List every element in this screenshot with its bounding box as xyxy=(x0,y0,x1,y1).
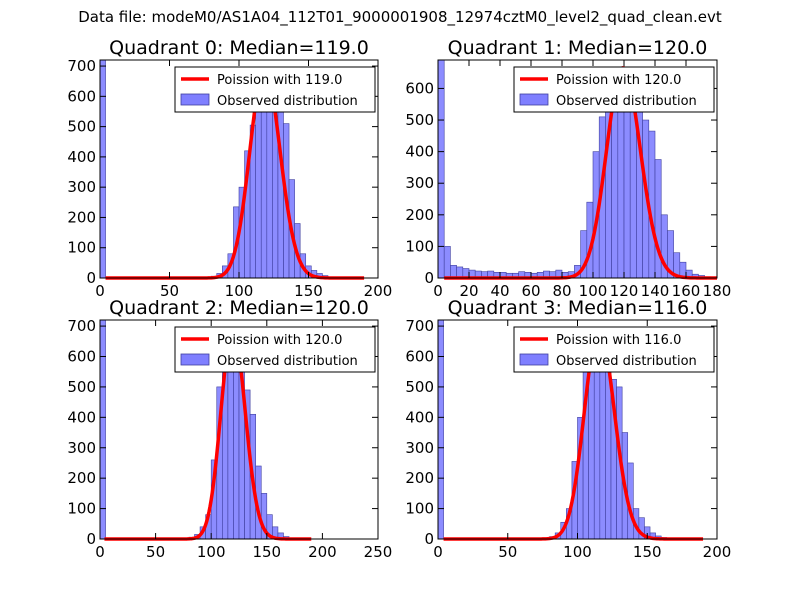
panel-title: Quadrant 3: Median=116.0 xyxy=(448,297,708,319)
legend-hist-swatch xyxy=(180,93,210,106)
legend-hist-swatch xyxy=(180,353,210,366)
x-tick-label: 0 xyxy=(95,282,105,300)
x-tick-label: 50 xyxy=(146,543,165,561)
y-tick-label: 0 xyxy=(424,269,434,287)
histogram-bar xyxy=(99,319,106,540)
y-tick-label: 500 xyxy=(405,111,434,129)
histogram-bar xyxy=(654,159,662,279)
y-tick-label: 0 xyxy=(86,269,96,287)
x-tick-label: 100 xyxy=(579,282,608,300)
y-tick-label: 200 xyxy=(405,206,434,224)
y-tick-label: 300 xyxy=(67,439,96,457)
x-tick-label: 0 xyxy=(433,282,443,300)
axes-frame xyxy=(437,59,718,279)
x-tick-label: 50 xyxy=(498,543,517,561)
y-tick-label: 100 xyxy=(405,237,434,255)
y-tick-label: 400 xyxy=(67,408,96,426)
x-tick-label: 250 xyxy=(364,543,393,561)
x-tick-label: 150 xyxy=(633,543,662,561)
legend-hist-swatch xyxy=(519,353,549,366)
y-tick-label: 100 xyxy=(67,239,96,257)
legend-fit-label: Poission with 116.0 xyxy=(556,333,681,348)
y-tick-label: 500 xyxy=(67,118,96,136)
histogram-bar xyxy=(99,59,106,279)
histogram-bar xyxy=(593,344,601,540)
legend: Poission with 119.0 Observed distribution xyxy=(174,66,376,113)
figure-title: Data file: modeM0/AS1A04_112T01_90000019… xyxy=(78,8,722,26)
histogram-bar xyxy=(450,265,457,279)
y-tick-label: 400 xyxy=(405,408,434,426)
legend: Poission with 120.0 Observed distribution xyxy=(513,66,715,113)
y-tick-label: 500 xyxy=(405,378,434,396)
y-tick-label: 300 xyxy=(405,174,434,192)
y-tick-label: 100 xyxy=(405,500,434,518)
y-tick-label: 700 xyxy=(67,57,96,75)
x-tick-label: 50 xyxy=(160,282,179,300)
quadrant-3-panel: 0 50 100 150 200 0 100 200 300 400 500 600 700 Quadra… xyxy=(405,297,731,561)
y-tick-label: 400 xyxy=(67,148,96,166)
y-tick-label: 200 xyxy=(67,469,96,487)
histogram-bar xyxy=(437,319,444,540)
legend-hist-label: Observed distribution xyxy=(556,94,697,109)
x-tick-label: 100 xyxy=(225,282,254,300)
quadrant-0-panel: 0 50 100 150 200 0 100 200 300 400 500 600 700 Quadra… xyxy=(67,37,392,300)
x-tick-label: 100 xyxy=(563,543,592,561)
x-tick-label: 150 xyxy=(252,543,281,561)
x-tick-label: 100 xyxy=(197,543,226,561)
legend: Poission with 116.0 Observed distribution xyxy=(513,326,715,373)
x-tick-label: 0 xyxy=(433,543,443,561)
legend-hist-label: Observed distribution xyxy=(217,354,358,369)
y-tick-label: 600 xyxy=(67,348,96,366)
panel-title: Quadrant 2: Median=120.0 xyxy=(109,297,369,319)
x-tick-label: 40 xyxy=(490,282,509,300)
y-tick-label: 300 xyxy=(67,178,96,196)
x-tick-label: 0 xyxy=(95,543,105,561)
legend: Poission with 120.0 Observed distribution xyxy=(174,326,376,373)
y-tick-label: 400 xyxy=(405,143,434,161)
legend-fit-label: Poission with 120.0 xyxy=(556,73,681,88)
y-tick-label: 200 xyxy=(67,208,96,226)
legend-hist-label: Observed distribution xyxy=(556,354,697,369)
y-tick-label: 600 xyxy=(67,87,96,105)
panel-title: Quadrant 0: Median=119.0 xyxy=(109,37,369,59)
legend-fit-label: Poission with 119.0 xyxy=(217,73,342,88)
histogram-bar xyxy=(443,246,451,279)
y-tick-label: 0 xyxy=(424,530,434,548)
x-tick-label: 200 xyxy=(364,282,393,300)
quadrant-2-panel: 0 50 100 150 200 250 0 100 200 300 400 500 600 700 Qua… xyxy=(67,297,392,561)
x-tick-label: 60 xyxy=(521,282,540,300)
y-tick-label: 700 xyxy=(405,317,434,335)
x-tick-label: 20 xyxy=(459,282,478,300)
y-tick-label: 300 xyxy=(405,439,434,457)
y-tick-label: 200 xyxy=(405,469,434,487)
x-tick-label: 200 xyxy=(308,543,337,561)
y-tick-label: 600 xyxy=(405,348,434,366)
legend-fit-label: Poission with 120.0 xyxy=(217,333,342,348)
x-tick-label: 120 xyxy=(610,282,639,300)
y-tick-label: 0 xyxy=(86,530,96,548)
x-tick-label: 180 xyxy=(703,282,732,300)
y-tick-label: 700 xyxy=(67,317,96,335)
y-tick-label: 100 xyxy=(67,500,96,518)
quadrant-1-panel: 0 20 40 60 80 100 120 140 160 1800100200300400500… xyxy=(405,37,731,300)
x-tick-label: 80 xyxy=(552,282,571,300)
y-tick-label: 500 xyxy=(67,378,96,396)
histogram-bar xyxy=(599,356,606,540)
x-tick-label: 160 xyxy=(672,282,701,300)
x-tick-label: 140 xyxy=(641,282,670,300)
y-tick-label: 600 xyxy=(405,79,434,97)
legend-hist-label: Observed distribution xyxy=(217,94,358,109)
x-tick-label: 150 xyxy=(294,282,323,300)
panel-title: Quadrant 1: Median=120.0 xyxy=(448,37,708,59)
axes-frame xyxy=(99,319,379,540)
histogram-bar xyxy=(255,111,262,279)
x-tick-label: 200 xyxy=(703,543,732,561)
histogram-bar xyxy=(437,59,445,279)
legend-hist-swatch xyxy=(519,93,549,106)
